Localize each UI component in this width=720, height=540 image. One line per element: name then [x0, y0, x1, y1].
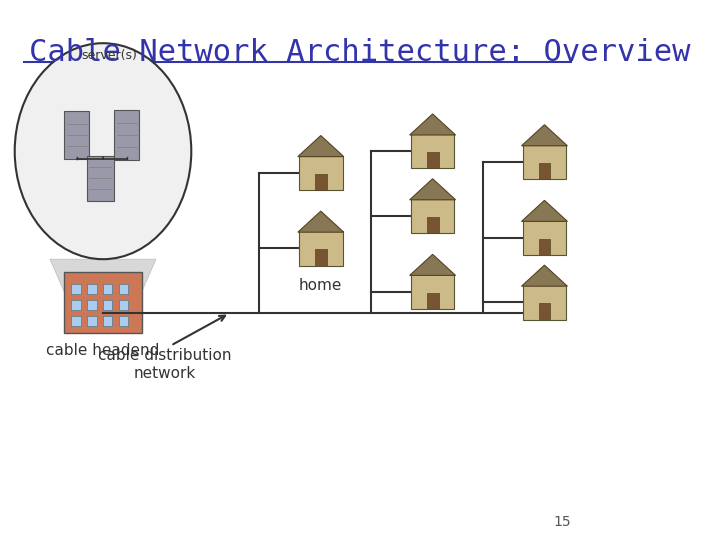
FancyBboxPatch shape — [299, 231, 343, 266]
Polygon shape — [298, 136, 343, 157]
FancyBboxPatch shape — [119, 284, 128, 294]
Polygon shape — [50, 259, 156, 300]
Polygon shape — [410, 114, 456, 135]
FancyBboxPatch shape — [71, 316, 81, 326]
FancyBboxPatch shape — [87, 316, 96, 326]
FancyBboxPatch shape — [87, 300, 96, 310]
Polygon shape — [521, 265, 567, 286]
FancyBboxPatch shape — [411, 199, 454, 233]
FancyBboxPatch shape — [427, 217, 438, 233]
FancyBboxPatch shape — [103, 300, 112, 310]
Text: home: home — [299, 278, 343, 293]
Text: Cable Network Architecture: Overview: Cable Network Architecture: Overview — [30, 38, 691, 67]
FancyBboxPatch shape — [114, 110, 140, 160]
FancyBboxPatch shape — [63, 272, 143, 333]
Polygon shape — [410, 179, 456, 200]
FancyBboxPatch shape — [103, 284, 112, 294]
FancyBboxPatch shape — [411, 274, 454, 309]
Polygon shape — [410, 254, 456, 275]
Text: cable headend: cable headend — [46, 343, 160, 358]
FancyBboxPatch shape — [411, 134, 454, 168]
FancyBboxPatch shape — [315, 249, 327, 265]
FancyBboxPatch shape — [119, 300, 128, 310]
Text: cable distribution
network: cable distribution network — [98, 348, 232, 381]
FancyBboxPatch shape — [103, 316, 112, 326]
FancyBboxPatch shape — [71, 300, 81, 310]
Polygon shape — [521, 200, 567, 221]
FancyBboxPatch shape — [299, 156, 343, 190]
FancyBboxPatch shape — [427, 293, 438, 308]
FancyBboxPatch shape — [523, 285, 566, 320]
Text: server(s): server(s) — [81, 49, 137, 62]
Polygon shape — [298, 211, 343, 232]
Ellipse shape — [14, 43, 192, 259]
FancyBboxPatch shape — [523, 145, 566, 179]
FancyBboxPatch shape — [315, 174, 327, 190]
FancyBboxPatch shape — [539, 239, 550, 254]
FancyBboxPatch shape — [427, 152, 438, 168]
FancyBboxPatch shape — [523, 220, 566, 255]
FancyBboxPatch shape — [71, 284, 81, 294]
FancyBboxPatch shape — [87, 284, 96, 294]
FancyBboxPatch shape — [86, 156, 114, 201]
Text: 15: 15 — [553, 515, 571, 529]
FancyBboxPatch shape — [539, 303, 550, 319]
FancyBboxPatch shape — [119, 316, 128, 326]
FancyBboxPatch shape — [539, 163, 550, 179]
Polygon shape — [521, 125, 567, 146]
FancyBboxPatch shape — [63, 111, 89, 159]
